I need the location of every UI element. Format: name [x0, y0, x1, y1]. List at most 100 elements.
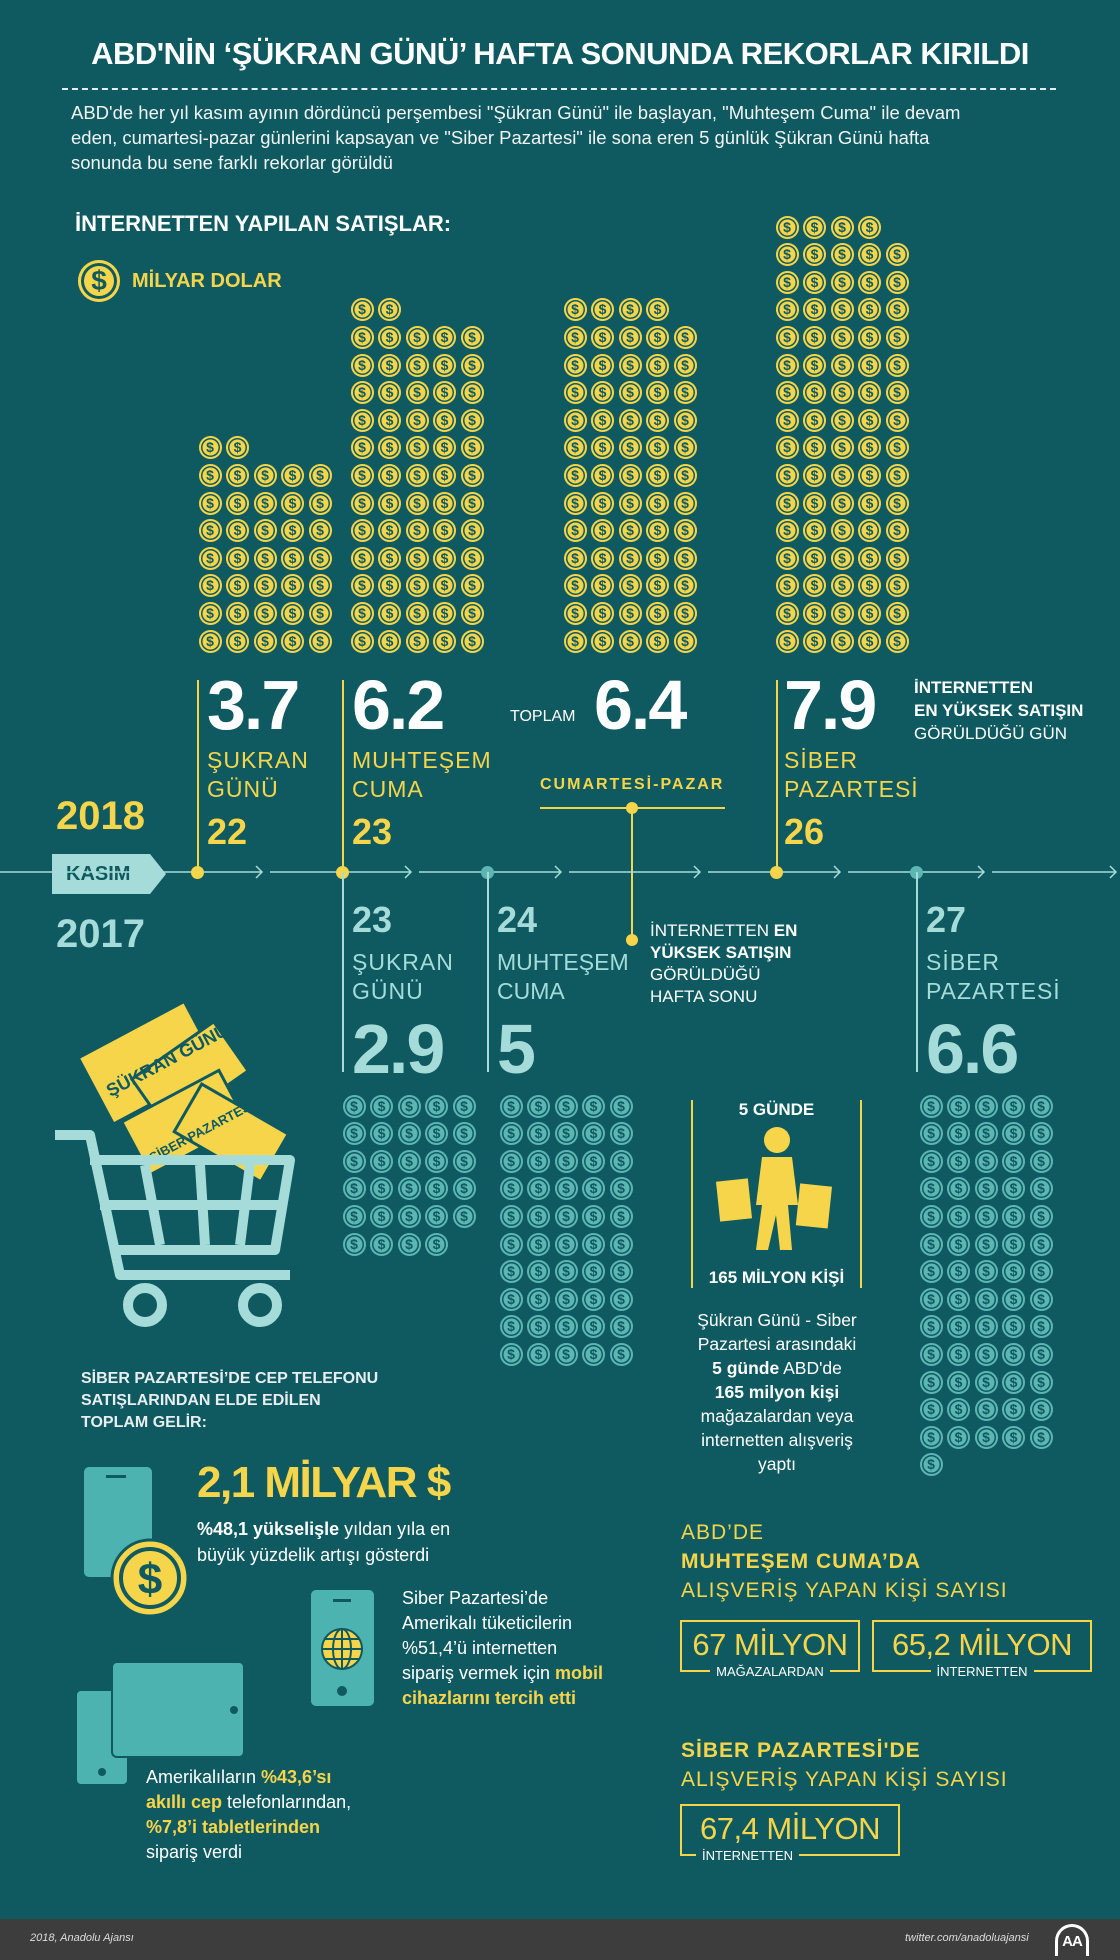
sales-2017-coin: $ — [1029, 1342, 1053, 1366]
sales-2018-coin: $ — [308, 574, 332, 598]
sales-2018-coin: $ — [618, 519, 642, 543]
sales-2018-coin: $ — [563, 353, 587, 377]
sales-2017-coin: $ — [947, 1370, 970, 1394]
desc-line: 165 milyon kişi — [714, 1382, 840, 1402]
value-2018-cyber-monday: 7.9 — [784, 666, 877, 744]
heading-line: TOPLAM GELİR: — [81, 1414, 207, 1431]
shoppers-top: 5 GÜNDE — [738, 1100, 815, 1119]
pref-line: Amerikalı tüketicilerin — [402, 1613, 573, 1633]
stat-value: 65,2 MİLYON — [891, 1627, 1073, 1662]
desc-line: Şükran Günü - Siber — [697, 1310, 857, 1330]
sales-2017-coin: $ — [1029, 1232, 1053, 1256]
sales-2018-coin: $ — [405, 574, 429, 598]
sales-2017-coin: $ — [609, 1094, 633, 1118]
aa-logo: AA — [1055, 1924, 1089, 1956]
sales-2017-coin: $ — [1002, 1398, 1025, 1422]
shopper-person-icon — [715, 1127, 833, 1250]
sales-2018-coin: $ — [308, 491, 332, 515]
sales-2017-coin: $ — [397, 1177, 421, 1201]
sales-2018-coin: $ — [830, 574, 854, 598]
sales-2017-coin: $ — [582, 1287, 605, 1311]
sales-2018-coin: $ — [830, 629, 854, 653]
sales-2017-coin: $ — [974, 1177, 998, 1201]
sales-2018-coin: $ — [775, 215, 799, 239]
sales-2018-coin: $ — [591, 298, 614, 322]
sales-2018-coin: $ — [350, 381, 374, 405]
sales-2018-coin: $ — [830, 491, 854, 515]
sales-2018-coin: $ — [405, 601, 429, 625]
sales-2018-coin: $ — [803, 519, 826, 543]
sales-heading: İNTERNETTEN YAPILAN SATIŞLAR: — [75, 211, 452, 236]
growth-rest: yıldan yıla en — [339, 1519, 451, 1539]
sales-2018-coin: $ — [591, 546, 614, 570]
footer-credit: 2018, Anadolu Ajansı — [30, 1932, 134, 1944]
sales-2017-coin: $ — [452, 1094, 476, 1118]
sales-2017-coin: $ — [554, 1177, 578, 1201]
sales-2018-coin: $ — [460, 519, 484, 543]
sales-2017-coin: $ — [1029, 1094, 1053, 1118]
sales-2018-coin: $ — [253, 519, 277, 543]
sales-2017-coin: $ — [554, 1204, 578, 1228]
sales-2017-coin: $ — [554, 1315, 578, 1339]
sales-2018-coin: $ — [253, 546, 277, 570]
sales-2018-coin: $ — [885, 381, 909, 405]
intro-text: ABD'de her yıl kasım ayının dördüncü per… — [71, 100, 960, 175]
sales-2018-coin: $ — [646, 601, 669, 625]
day-2018-black-friday: 23 — [352, 811, 393, 852]
sales-2018-coin: $ — [433, 519, 456, 543]
year-2018: 2018 — [56, 794, 145, 838]
sales-2017-coin: $ — [342, 1122, 366, 1146]
sales-2018-coin: $ — [378, 463, 401, 487]
sales-2018-coin: $ — [830, 215, 854, 239]
sales-2017-coin: $ — [1002, 1122, 1025, 1146]
sales-2018-coin: $ — [803, 601, 826, 625]
mobile-revenue: 2,1 MİLYAR $ — [197, 1458, 451, 1507]
label-line: SİBER — [784, 747, 859, 773]
sales-2018-coin: $ — [618, 325, 642, 349]
cyber-monday-heading: SİBER PAZARTESİ'DE ALIŞVERİŞ YAPAN KİŞİ … — [681, 1736, 1008, 1794]
sales-2017-coin: $ — [425, 1122, 448, 1146]
footer-twitter-link[interactable]: twitter.com/anadoluajansi — [905, 1932, 1029, 1944]
sales-2018-coin: $ — [226, 601, 249, 625]
sales-2018-coin: $ — [226, 436, 249, 460]
label-line: PAZARTESİ — [784, 776, 919, 802]
marker-line — [776, 680, 778, 872]
sales-2017-coin: $ — [974, 1204, 998, 1228]
label-line: GÜNÜ — [207, 776, 279, 802]
sales-2017-coin: $ — [1002, 1315, 1025, 1339]
sales-2018-coin: $ — [858, 546, 881, 570]
year-2017: 2017 — [56, 912, 145, 956]
sales-2018-coin: $ — [673, 325, 697, 349]
sales-2018-coin: $ — [885, 629, 909, 653]
sales-2017-coin: $ — [582, 1342, 605, 1366]
sales-2017-coin: $ — [1029, 1398, 1053, 1422]
sales-2018-coin: $ — [803, 215, 826, 239]
sales-2017-coin: $ — [919, 1453, 943, 1477]
sales-2018-coin: $ — [350, 519, 374, 543]
sales-2018-coin: $ — [803, 629, 826, 653]
sales-2017-coin: $ — [919, 1177, 943, 1201]
sales-2018-coin: $ — [673, 574, 697, 598]
sales-2018-coin: $ — [378, 546, 401, 570]
sales-2017-coin: $ — [919, 1149, 943, 1173]
sales-2018-coin: $ — [646, 519, 669, 543]
sales-2018-coin: $ — [885, 270, 909, 294]
sales-2018-coin: $ — [673, 353, 697, 377]
black-friday-heading: ABD’DE MUHTEŞEM CUMA’DA ALIŞVERİŞ YAPAN … — [681, 1518, 1008, 1605]
weekend-dot — [626, 934, 638, 946]
sales-2018-coin: $ — [830, 519, 854, 543]
sales-2018-coin: $ — [378, 574, 401, 598]
sales-2017-coin: $ — [1029, 1315, 1053, 1339]
sales-2017-coin: $ — [919, 1232, 943, 1256]
label-2018-weekend: CUMARTESİ-PAZAR — [540, 776, 725, 793]
sales-2018-coin: $ — [775, 325, 799, 349]
sales-2017-coin: $ — [582, 1260, 605, 1284]
sales-2018-coin: $ — [858, 519, 881, 543]
sales-2018-coin: $ — [618, 298, 642, 322]
sales-2018-coin: $ — [618, 546, 642, 570]
sales-2017-coin: $ — [974, 1315, 998, 1339]
heading-line: SİBER PAZARTESİ'DE — [681, 1739, 921, 1762]
sales-2017-coin: $ — [919, 1315, 943, 1339]
sales-2017-coin: $ — [342, 1232, 366, 1256]
sales-2017-coin: $ — [1002, 1287, 1025, 1311]
